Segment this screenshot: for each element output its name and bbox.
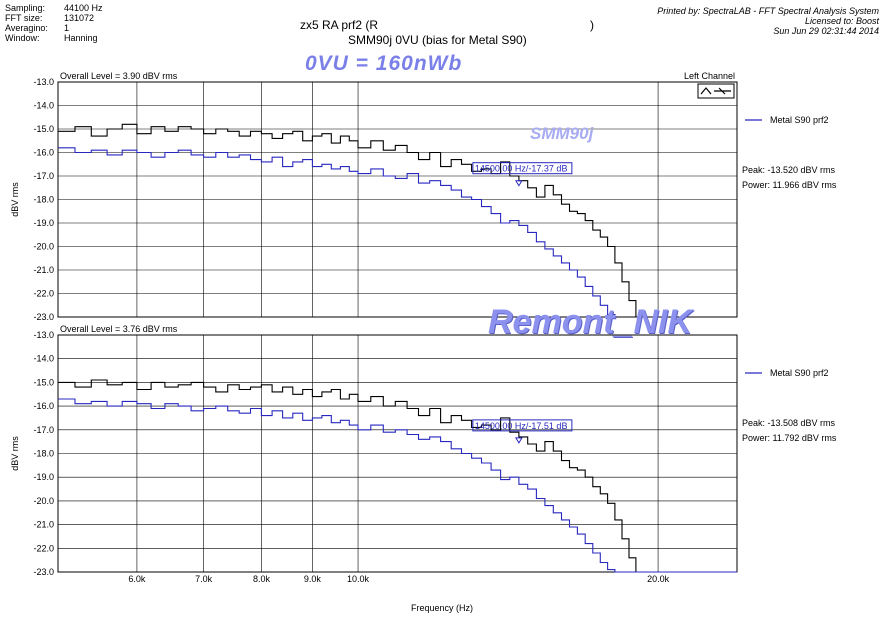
bottom-ytick-label: -17.0 [33, 425, 54, 435]
bottom-ytick-label: -18.0 [33, 449, 54, 459]
bottom-ytick-label: -22.0 [33, 543, 54, 553]
channel-label: Left Channel [684, 71, 735, 81]
window-value: Hanning [64, 33, 98, 43]
bottom-series-black [58, 379, 643, 573]
watermark-0vu: 0VU = 160nWb [305, 52, 463, 75]
top-legend-label: Metal S90 prf2 [770, 115, 829, 125]
chart-title-line1-end: ) [590, 18, 594, 32]
top-cursor-label: 14500.00 Hz/-17.37 dB [475, 164, 568, 174]
xtick-label: 10.0k [347, 574, 370, 584]
sampling-label: Sampling: [5, 3, 46, 13]
bottom-ytick-label: -23.0 [33, 567, 54, 577]
top-ytick-label: -23.0 [33, 312, 54, 322]
bottom-cursor-marker [514, 437, 523, 444]
top-ytick-label: -14.0 [33, 101, 54, 111]
bottom-ytick-label: -19.0 [33, 472, 54, 482]
print-date-line: Sun Jun 29 02:31:44 2014 [773, 26, 879, 36]
xtick-label: 8.0k [253, 574, 271, 584]
xtick-label: 6.0k [128, 574, 146, 584]
bottom-power-value: Power: 11.792 dBV rms [742, 433, 837, 443]
scope-icon-glyph [700, 87, 731, 95]
top-ytick-label: -18.0 [33, 195, 54, 205]
scope-icon [697, 83, 735, 99]
bottom-ylabel: dBV rms [10, 436, 20, 471]
bottom-ytick-label: -13.0 [33, 330, 54, 340]
top-ytick-label: -15.0 [33, 124, 54, 134]
top-cursor-box [472, 162, 573, 175]
bottom-ytick-label: -21.0 [33, 520, 54, 530]
top-ytick-label: -17.0 [33, 171, 54, 181]
bottom-cursor-label: 14500.00 Hz/-17.51 dB [475, 421, 568, 431]
bottom-ytick-label: -20.0 [33, 496, 54, 506]
bottom-cursor-box [472, 419, 573, 432]
chart-title-line2: SMM90j 0VU (bias for Metal S90) [348, 33, 527, 47]
watermark-smm90j: SMM90j [530, 124, 594, 143]
bottom-ytick-label: -15.0 [33, 377, 54, 387]
top-series-black [58, 123, 637, 317]
fft-size-value: 131072 [64, 13, 95, 23]
watermark-remont-nik: Remont_NIK [488, 303, 693, 341]
top-peak-value: Peak: -13.520 dBV rms [742, 165, 836, 175]
chart-title-line1: zx5 RA prf2 (R [300, 18, 378, 32]
top-ytick-label: -13.0 [33, 77, 54, 87]
printed-by-block: Printed by: SpectraLAB - FFT Spectral An… [657, 6, 879, 36]
top-ytick-label: -20.0 [33, 242, 54, 252]
header-info: Sampling: 44100 Hz FFT size: 131072 Aver… [0, 3, 120, 48]
bottom-ytick-label: -16.0 [33, 401, 54, 411]
top-overall-level: Overall Level = 3.90 dBV rms [60, 71, 178, 81]
bottom-legend-label: Metal S90 prf2 [770, 368, 829, 378]
sampling-value: 44100 Hz [64, 3, 103, 13]
top-power-value: Power: 11.966 dBV rms [742, 180, 837, 190]
licensed-to-line: Licensed to: Boost [804, 16, 879, 26]
bottom-ytick-label: -14.0 [33, 354, 54, 364]
averaging-label: Averagino: [5, 23, 48, 33]
fft-size-label: FFT size: [5, 13, 43, 23]
bottom-panel [57, 334, 762, 573]
averaging-value: 1 [64, 23, 70, 33]
top-ytick-label: -19.0 [33, 218, 54, 228]
top-ylabel: dBV rms [10, 182, 20, 217]
top-cursor-marker [514, 180, 523, 187]
top-ytick-label: -21.0 [33, 265, 54, 275]
top-ytick-label: -16.0 [33, 148, 54, 158]
title-line1-start: zx5 RA prf2 (R [300, 18, 379, 32]
window-label: Window: [5, 33, 40, 43]
xtick-label: 9.0k [304, 574, 322, 584]
top-panel [57, 81, 762, 318]
bottom-peak-value: Peak: -13.508 dBV rms [742, 418, 836, 428]
xtick-label: 7.0k [195, 574, 213, 584]
bottom-overall-level: Overall Level = 3.76 dBV rms [60, 324, 178, 334]
bottom-series-blue [58, 398, 737, 573]
top-series-blue [58, 147, 616, 317]
xtick-label: 20.0k [647, 574, 670, 584]
top-ytick-label: -22.0 [33, 289, 54, 299]
printed-by-line: Printed by: SpectraLAB - FFT Spectral An… [657, 6, 879, 16]
x-axis-label: Frequency (Hz) [411, 603, 473, 613]
